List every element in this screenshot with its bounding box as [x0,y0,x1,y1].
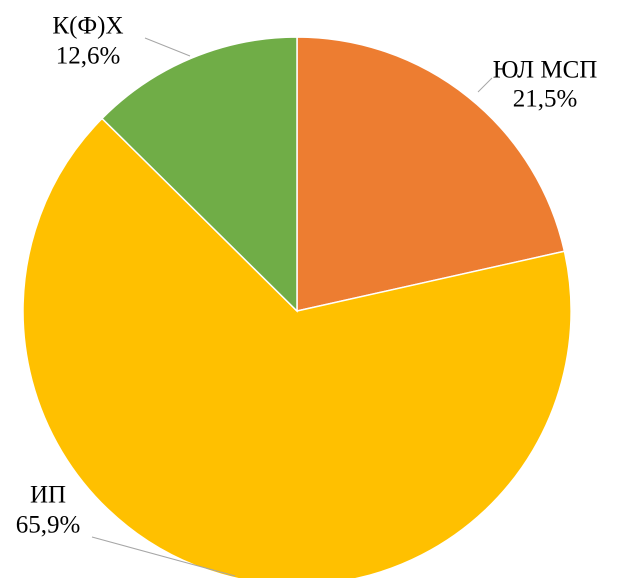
slice-label: К(Ф)Х [52,13,123,40]
leader-line [91,536,236,577]
leader-line [144,37,191,57]
value-label: 65,9% [16,512,81,539]
leader-line [477,77,493,93]
value-label: 12,6% [56,43,121,70]
pie-slice [296,36,566,312]
slice-label: ИП [30,482,66,509]
value-label: 21,5% [513,86,578,113]
pie-slice [22,117,572,578]
slice-label: ЮЛ МСП [493,57,598,84]
pie-slice [100,36,298,313]
